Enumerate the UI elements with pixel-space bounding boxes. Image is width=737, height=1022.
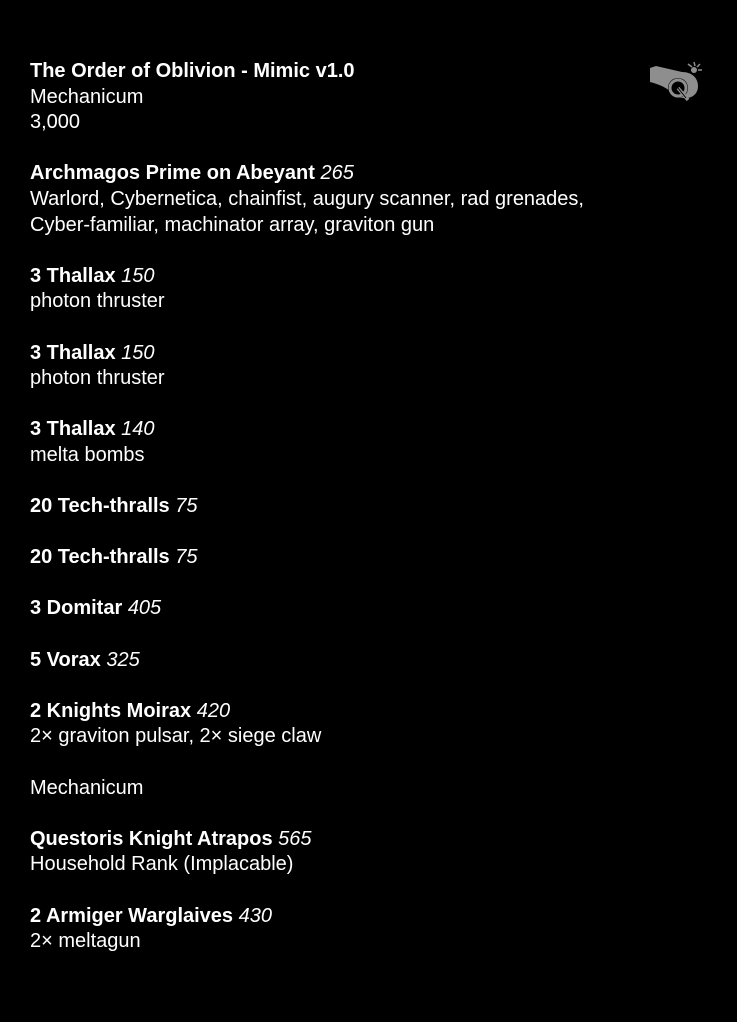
- spacer: [30, 750, 710, 776]
- unit-points: 265: [320, 162, 354, 185]
- unit-header: 2 Knights Moirax 420: [30, 699, 710, 725]
- army-list: The Order of Oblivion - Mimic v1.0 Mecha…: [30, 59, 710, 955]
- unit-name: 3 Thallax: [30, 264, 116, 287]
- unit-name: 2 Knights Moirax: [30, 699, 192, 722]
- unit-entry: 3 Thallax 150 photon thruster: [30, 264, 710, 315]
- unit-entry: 5 Vorax 325: [30, 648, 710, 674]
- unit-header: 2 Armiger Warglaives 430: [30, 904, 710, 930]
- spacer: [30, 622, 710, 648]
- unit-name: 2 Armiger Warglaives: [30, 904, 234, 927]
- unit-details: Warlord, Cybernetica, chainfist, augury …: [30, 187, 584, 210]
- list-title: The Order of Oblivion - Mimic v1.0: [30, 60, 355, 82]
- unit-entry: 3 Domitar 405: [30, 596, 710, 622]
- unit-header: 5 Vorax 325: [30, 648, 710, 674]
- spacer: [30, 469, 710, 495]
- unit-entry: 20 Tech-thralls 75: [30, 494, 710, 520]
- unit-sections: Archmagos Prime on Abeyant 265 Warlord, C…: [30, 136, 710, 955]
- spacer: [30, 673, 710, 699]
- unit-entry: Archmagos Prime on Abeyant 265 Warlord, C…: [30, 161, 710, 238]
- unit-details: Household Rank (Implacable): [30, 853, 294, 876]
- spacer: [30, 238, 710, 264]
- unit-details: Cyber-familiar, machinator array, gravit…: [30, 213, 435, 236]
- unit-points: 565: [278, 827, 312, 850]
- unit-entry: 2 Knights Moirax 420 2× graviton pulsar, …: [30, 699, 710, 750]
- unit-points: 420: [196, 699, 231, 722]
- spacer: [30, 801, 710, 827]
- unit-header: 3 Thallax 150: [30, 264, 710, 290]
- spacer: [30, 520, 710, 546]
- unit-details: 2× meltagun: [30, 930, 141, 953]
- section-heading: Mechanicum: [30, 776, 144, 799]
- unit-header: 3 Thallax 150: [30, 341, 710, 367]
- faction: Mechanicum: [30, 85, 144, 108]
- unit-points: 140: [121, 418, 155, 441]
- unit-details: photon thruster: [30, 290, 165, 313]
- unit-entry: Questoris Knight Atrapos 565 Household Ra…: [30, 827, 710, 878]
- unit-points: 75: [175, 546, 198, 569]
- spacer: [30, 878, 710, 904]
- unit-header: 3 Domitar 405: [30, 596, 710, 622]
- unit-name: 5 Vorax: [30, 648, 101, 671]
- spacer: [30, 392, 710, 418]
- unit-points: 150: [121, 341, 155, 364]
- unit-points: 75: [175, 495, 198, 518]
- unit-points: 405: [127, 597, 162, 620]
- unit-name: 20 Tech-thralls: [30, 546, 170, 569]
- unit-header: Questoris Knight Atrapos 565: [30, 827, 710, 853]
- unit-entry: 2 Armiger Warglaives 430 2× meltagun: [30, 904, 710, 955]
- cannon-q-logo-icon: [650, 61, 702, 102]
- unit-points: 430: [238, 904, 272, 927]
- points-total: 3,000: [30, 111, 81, 134]
- spacer: [30, 136, 710, 162]
- unit-details: photon thruster: [30, 367, 165, 390]
- unit-details: melta bombs: [30, 443, 145, 466]
- unit-header: 20 Tech-thralls 75: [30, 545, 710, 571]
- unit-header: 3 Thallax 140: [30, 417, 710, 443]
- unit-name: 3 Thallax: [30, 341, 116, 364]
- unit-header: 20 Tech-thralls 75: [30, 494, 710, 520]
- unit-header: Archmagos Prime on Abeyant 265: [30, 161, 710, 187]
- unit-points: 150: [121, 264, 155, 287]
- unit-name: 3 Thallax: [30, 418, 116, 441]
- unit-entry: 3 Thallax 150 photon thruster: [30, 341, 710, 392]
- spacer: [30, 315, 710, 341]
- spacer: [30, 571, 710, 597]
- unit-points: 325: [106, 648, 140, 671]
- unit-entry: 20 Tech-thralls 75: [30, 545, 710, 571]
- unit-name: 3 Domitar: [30, 597, 123, 620]
- unit-name: Archmagos Prime on Abeyant: [30, 162, 315, 185]
- unit-entry: 3 Thallax 140 melta bombs: [30, 417, 710, 468]
- unit-name: Questoris Knight Atrapos: [30, 827, 273, 850]
- unit-details: 2× graviton pulsar, 2× siege claw: [30, 725, 322, 748]
- unit-name: 20 Tech-thralls: [30, 495, 170, 518]
